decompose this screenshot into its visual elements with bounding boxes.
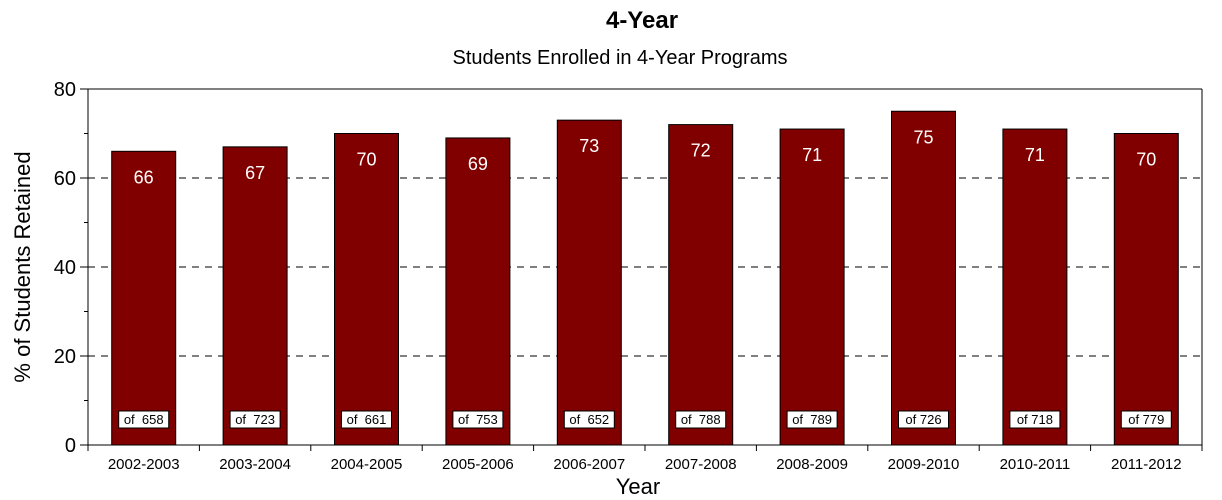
- count-label: of 652: [569, 412, 609, 427]
- x-tick-label: 2002-2003: [108, 456, 180, 473]
- bar: [1002, 128, 1068, 446]
- x-axis-label: Year: [616, 474, 660, 499]
- bar-value-label: 75: [913, 127, 933, 147]
- y-ticks: 0 20 40 60 80: [54, 79, 88, 457]
- bar-value-label: 72: [691, 141, 711, 161]
- x-tick-label: 2009-2010: [888, 456, 960, 473]
- count-label: of 779: [1128, 412, 1164, 427]
- count-label: of 726: [905, 412, 941, 427]
- bars: 66 of 658 67 of 723 70 of 661 69 of 753 73 of 652…: [111, 110, 1179, 446]
- chart-subtitle: Students Enrolled in 4-Year Programs: [453, 47, 788, 69]
- bar-value-label: 71: [802, 145, 822, 165]
- x-tick-label: 2005-2006: [442, 456, 514, 473]
- bar-value-label: 70: [356, 150, 376, 170]
- count-label: of 718: [1017, 412, 1053, 427]
- bar-value-label: 73: [579, 136, 599, 156]
- bar: [334, 133, 399, 446]
- bar-value-label: 69: [468, 154, 488, 174]
- count-label-box: [229, 410, 281, 429]
- y-tick-label: 0: [65, 435, 76, 457]
- count-label-box: [452, 410, 504, 429]
- y-axis-label: % of Students Retained: [10, 151, 35, 382]
- bar-value-label: 70: [1136, 150, 1156, 170]
- x-ticks: 2002-2003 2003-2004 2004-2005 2005-2006 2006…: [87, 445, 1203, 473]
- x-tick-label: 2007-2008: [665, 456, 737, 473]
- count-label: of 661: [347, 412, 387, 427]
- count-label-box: [898, 410, 949, 429]
- bar-value-label: 66: [134, 167, 154, 187]
- x-tick-label: 2003-2004: [219, 456, 291, 473]
- count-label: of 723: [235, 412, 275, 427]
- x-tick-label: 2011-2012: [1111, 456, 1182, 473]
- count-label-box: [1120, 410, 1172, 429]
- y-tick-label: 40: [54, 257, 76, 279]
- count-label: of 789: [792, 412, 832, 427]
- bar: [556, 119, 622, 446]
- bar: [111, 150, 177, 446]
- y-tick-label: 80: [54, 79, 76, 101]
- y-tick-label: 20: [54, 346, 76, 368]
- bar: [222, 146, 288, 446]
- count-label-box: [675, 410, 727, 429]
- bar: [668, 124, 734, 446]
- y-tick-label: 60: [54, 168, 76, 190]
- x-tick-label: 2006-2007: [553, 456, 625, 473]
- count-label: of 658: [124, 412, 164, 427]
- count-label-box: [786, 410, 838, 429]
- count-label: of 753: [458, 412, 498, 427]
- count-label-box: [1009, 410, 1061, 429]
- bar: [445, 137, 511, 446]
- bar-value-label: 67: [245, 163, 265, 183]
- count-label-box: [563, 410, 615, 429]
- count-label-box: [118, 410, 170, 429]
- x-tick-label: 2004-2005: [331, 456, 403, 473]
- bar: [891, 110, 956, 446]
- x-tick-label: 2008-2009: [776, 456, 848, 473]
- x-tick-label: 2010-2011: [1000, 456, 1071, 473]
- bar: [1113, 133, 1179, 446]
- bar-value-label: 71: [1025, 145, 1045, 165]
- bar: [779, 128, 845, 446]
- chart-title: 4-Year: [606, 7, 678, 34]
- count-label-box: [341, 410, 392, 429]
- count-label: of 788: [681, 412, 721, 427]
